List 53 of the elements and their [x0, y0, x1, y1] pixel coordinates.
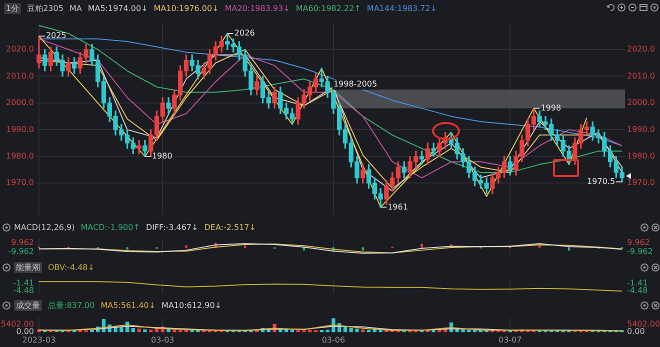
y-tick-label: 1970.0	[6, 178, 34, 188]
y-tick-label: 9.962	[11, 238, 34, 248]
text: MA5:561.40↓	[100, 301, 156, 310]
y2-tick-label: -4.48	[627, 286, 648, 296]
legend-title: MACD(12,26,9)	[14, 222, 75, 232]
y-tick-label: -4.48	[13, 286, 34, 296]
y2-tick-label: 1980.0	[627, 151, 655, 160]
y-tick-label: -1.41	[13, 278, 34, 288]
annotation: 2026	[234, 28, 255, 38]
y-tick-label: 1980.0	[6, 151, 34, 160]
annotation: 1980	[152, 151, 172, 160]
y2-tick-label: 5402.00	[627, 319, 660, 328]
y-tick-label: 5402.00	[0, 319, 34, 328]
y-tick-label: 2000.0	[6, 98, 34, 108]
y-tick-label: -9.962	[8, 247, 34, 256]
text: MA5:1974.00↓	[88, 4, 148, 12]
text: MA20:1983.93↓	[224, 4, 290, 12]
legend-title: 成交量	[14, 300, 42, 311]
y2-tick-label: 0.00	[627, 326, 645, 336]
y-tick-label: 2010.0	[6, 71, 34, 80]
x-tick-label: 03-07	[498, 335, 522, 344]
y2-tick-label: 2020.0	[627, 44, 655, 54]
x-tick-label: 03-03	[151, 335, 174, 344]
y-tick-label: 2020.0	[6, 44, 34, 54]
band-label: 1998-2005	[333, 80, 378, 89]
annotation: 1970.5	[587, 176, 616, 186]
text: DIFF:-3.467↓	[146, 222, 198, 232]
series-label: DEA:-2.517↓	[204, 222, 256, 232]
y-tick-label: 1990.0	[6, 124, 34, 134]
y2-tick-label: 2010.0	[627, 71, 655, 80]
chart-title: 豆粕2305	[27, 2, 64, 14]
legend-title: MA	[69, 4, 82, 12]
legend-title: 能量潮	[14, 262, 42, 272]
y2-tick-label: -1.41	[627, 278, 648, 288]
chart-subtitle: 1分	[4, 2, 22, 14]
text: MA10:1976.00↓	[154, 4, 219, 12]
y2-tick-label: 1990.0	[627, 124, 655, 134]
text: MA10:612.90↓	[162, 301, 222, 310]
text: MA60:1982.22↑	[296, 4, 361, 12]
y2-tick-label: 1970.0	[627, 178, 655, 188]
x-tick-label: 2023-03	[22, 335, 56, 344]
y2-tick-label: -9.962	[627, 247, 653, 256]
series-label: OBV:-4.48↓	[48, 262, 94, 272]
x-tick-label: 03-06	[322, 335, 346, 344]
y2-tick-label: 9.962	[627, 238, 650, 248]
annotation: 1998	[540, 103, 562, 112]
series-label: 总量:837.00	[48, 300, 95, 311]
y-tick-label: 0.00	[16, 326, 34, 336]
text: MACD:-1.900↑	[80, 222, 140, 232]
annotation: 1961	[388, 202, 408, 212]
annotation: 2025	[46, 31, 66, 40]
y2-tick-label: 2000.0	[627, 98, 655, 108]
text: MA144:1983.72↓	[366, 4, 438, 12]
